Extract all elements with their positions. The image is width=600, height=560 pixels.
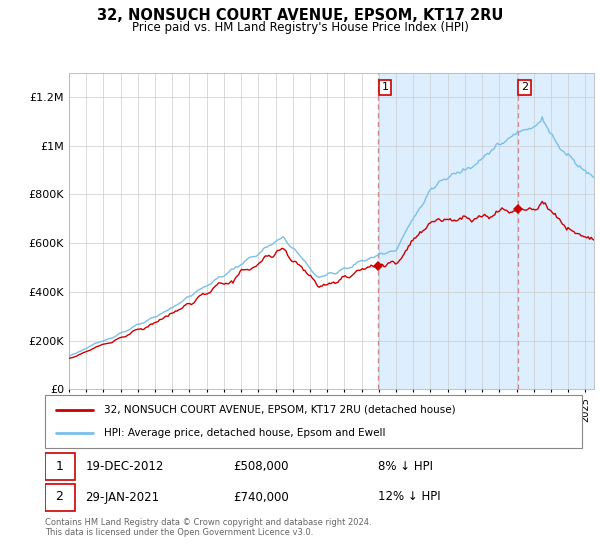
Text: 1: 1 [382,82,389,92]
Text: 8% ↓ HPI: 8% ↓ HPI [378,460,433,473]
Text: 29-JAN-2021: 29-JAN-2021 [85,491,160,503]
Text: 2: 2 [521,82,529,92]
Text: Price paid vs. HM Land Registry's House Price Index (HPI): Price paid vs. HM Land Registry's House … [131,21,469,34]
Text: 1: 1 [56,460,64,473]
Text: 19-DEC-2012: 19-DEC-2012 [85,460,164,473]
Text: 2: 2 [56,491,64,503]
Bar [379,73,600,389]
Text: 32, NONSUCH COURT AVENUE, EPSOM, KT17 2RU (detached house): 32, NONSUCH COURT AVENUE, EPSOM, KT17 2R… [104,405,455,415]
Text: HPI: Average price, detached house, Epsom and Ewell: HPI: Average price, detached house, Epso… [104,428,386,438]
FancyBboxPatch shape [45,484,74,511]
FancyBboxPatch shape [45,453,74,480]
Text: £740,000: £740,000 [233,491,289,503]
Text: 32, NONSUCH COURT AVENUE, EPSOM, KT17 2RU: 32, NONSUCH COURT AVENUE, EPSOM, KT17 2R… [97,8,503,24]
Text: Contains HM Land Registry data © Crown copyright and database right 2024.
This d: Contains HM Land Registry data © Crown c… [45,518,371,538]
Text: 12% ↓ HPI: 12% ↓ HPI [378,491,440,503]
FancyBboxPatch shape [45,395,582,448]
Text: £508,000: £508,000 [233,460,289,473]
